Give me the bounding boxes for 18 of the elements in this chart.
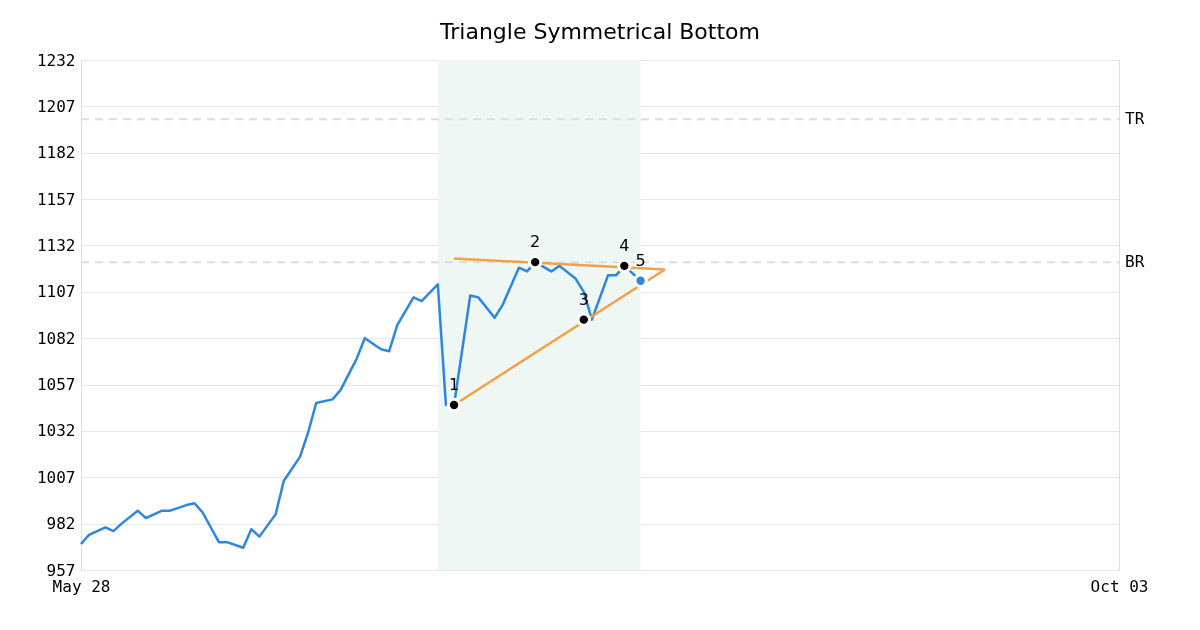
y-tick-label: 1082	[36, 328, 76, 348]
y-tick-label: 1107	[36, 282, 76, 302]
annotation: 4	[619, 235, 630, 255]
chart-title: Triangle Symmetrical Bottom	[439, 19, 760, 44]
y-tick-label: 1232	[36, 50, 76, 70]
y-tick-label: 1132	[36, 235, 76, 255]
y-tick-label: 982	[46, 514, 76, 534]
ref-line-label: TR	[1125, 109, 1145, 129]
annotation: 2	[530, 232, 541, 252]
annotation: 5	[635, 250, 646, 270]
x-tick-label: Oct 03	[1090, 576, 1149, 596]
y-tick-label: 1157	[36, 189, 76, 209]
ref-line-label: BR	[1125, 252, 1145, 272]
y-tick-label: 1182	[36, 143, 76, 163]
y-tick-label: 1057	[36, 375, 76, 395]
y-tick-label: 1207	[36, 96, 76, 116]
y-tick-label: 1007	[36, 467, 76, 487]
y-tick-label: 1032	[36, 421, 76, 441]
